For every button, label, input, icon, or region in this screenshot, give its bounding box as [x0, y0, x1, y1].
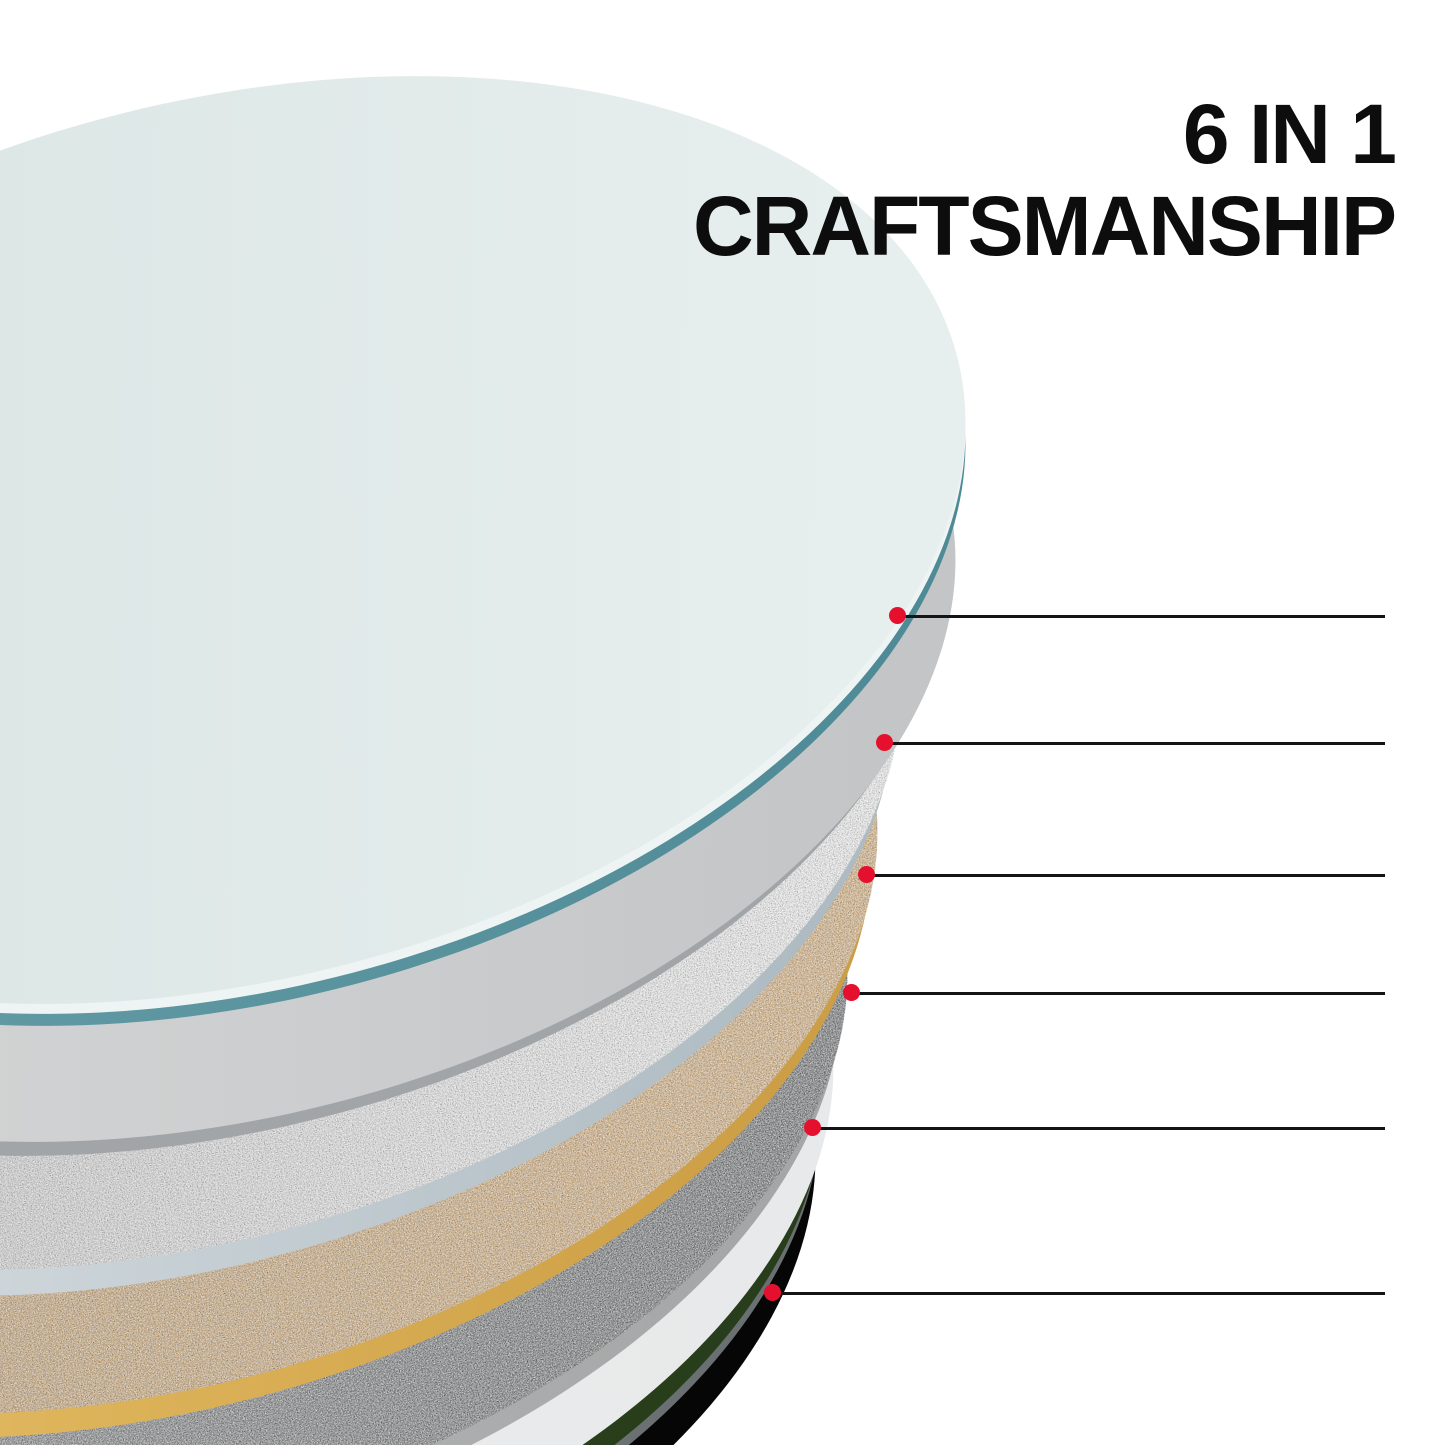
callout-dot — [858, 866, 875, 883]
title-line-2: CRAFTSMANSHIP — [693, 179, 1397, 273]
callout-leader-line — [851, 992, 1385, 995]
callout-dot — [876, 734, 893, 751]
callout-dot — [843, 984, 860, 1001]
callout-leader-line — [772, 1292, 1385, 1295]
layer-stack-group — [0, 76, 966, 1445]
callout-leader-line — [866, 874, 1385, 877]
callout-leader-line — [897, 615, 1385, 618]
layer-glass-top-surface — [0, 76, 966, 1004]
page-title: 6 IN 1 CRAFTSMANSHIP — [693, 87, 1397, 273]
callout-leader-line — [812, 1127, 1385, 1130]
callout-dot — [804, 1119, 821, 1136]
callout-leader-line — [884, 742, 1385, 745]
callout-dot — [889, 607, 906, 624]
callout-dot — [764, 1284, 781, 1301]
title-line-1: 6 IN 1 — [1182, 87, 1397, 181]
